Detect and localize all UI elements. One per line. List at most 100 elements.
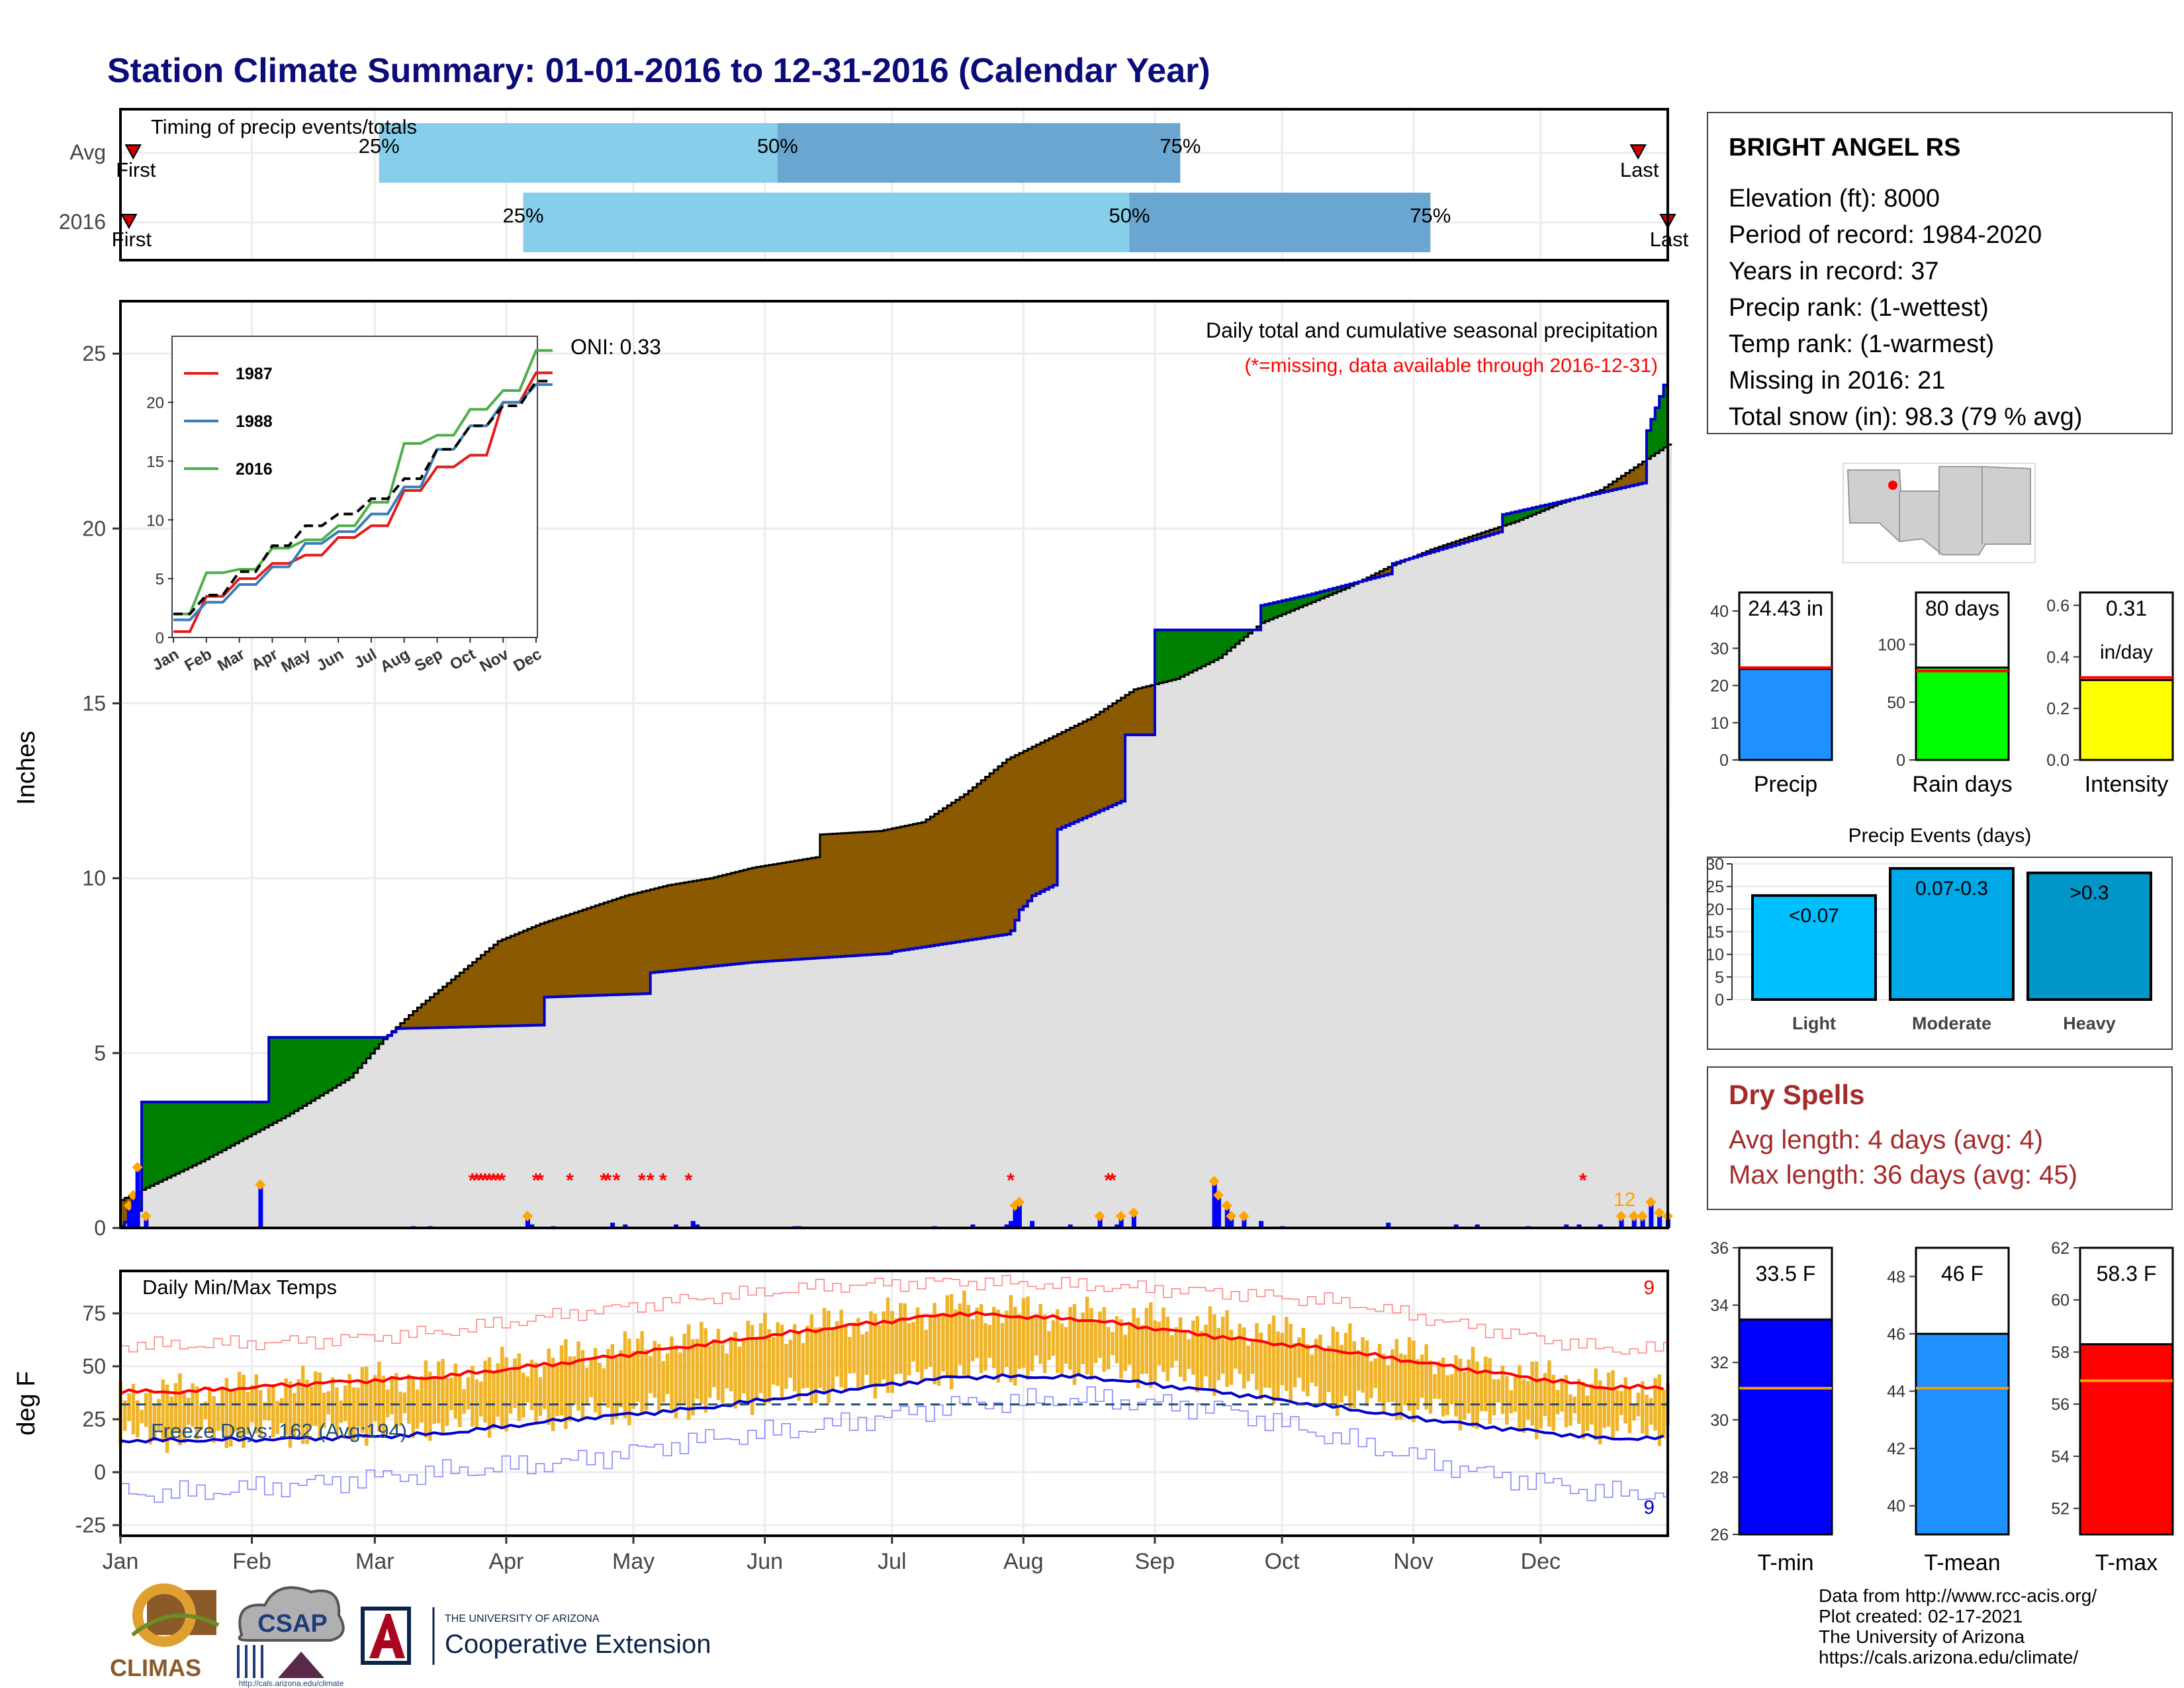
daily-temp-bar — [924, 1329, 929, 1370]
events-bar-value: <0.07 — [1789, 905, 1839, 927]
daily-temp-bar — [178, 1373, 182, 1446]
daily-temp-bar — [649, 1356, 653, 1393]
daily-temp-bar — [1225, 1310, 1229, 1387]
snow-day-marker — [1226, 1211, 1237, 1222]
events-tick-label: 10 — [1706, 946, 1724, 964]
wetter-than-average-area — [142, 373, 1668, 1190]
summary-bar-value: 24.43 in — [1748, 596, 1823, 620]
inset-average-line — [173, 379, 553, 616]
summary-tick-label: 100 — [1878, 636, 1905, 655]
precip-panel: ******** ** * ** * * * * * * ** * 0 5 10 15 20 25 Inches… — [13, 300, 1673, 1240]
daily-temp-bar — [1471, 1346, 1475, 1428]
month-axis: Jan Feb Mar Apr May Jun Jul Aug Sep Oct Nov Dec — [103, 1536, 1561, 1574]
daily-temp-bar — [1394, 1338, 1399, 1420]
daily-temp-bar — [229, 1391, 233, 1447]
temp-summary-tick-label: 62 — [2051, 1239, 2070, 1258]
summary-tick-label: 0.6 — [2046, 596, 2070, 615]
daily-temp-bar — [1128, 1325, 1132, 1365]
daily-temp-bar — [457, 1374, 462, 1427]
daily-temp-bar — [1463, 1372, 1467, 1420]
daily-temp-bar — [402, 1392, 407, 1414]
daily-temp-bar — [729, 1336, 733, 1391]
inset-xtick-label: Aug — [377, 645, 413, 677]
daily-temp-bar — [1102, 1307, 1107, 1372]
daily-temp-bar — [1632, 1403, 1636, 1421]
daily-temp-bar — [496, 1363, 500, 1417]
daily-temp-bar — [691, 1339, 695, 1416]
daily-temp-bar — [1534, 1361, 1539, 1440]
daily-temp-bar — [644, 1349, 649, 1411]
daily-temp-bar — [195, 1386, 199, 1440]
daily-temp-bar — [1064, 1327, 1068, 1364]
station-info-line: Period of record: 1984-2020 — [1729, 221, 2042, 249]
daily-precip-bar — [1229, 1217, 1234, 1228]
daily-temp-bar — [707, 1346, 712, 1398]
daily-temp-bar — [712, 1338, 716, 1387]
month-label: Jul — [878, 1549, 906, 1574]
daily-temp-bar — [1500, 1366, 1505, 1415]
daily-temp-bar — [1530, 1361, 1535, 1426]
daily-temp-bar — [1085, 1296, 1089, 1375]
daily-temp-bar — [1606, 1372, 1611, 1427]
daily-temp-bar — [432, 1378, 437, 1425]
snow-day-marker — [1213, 1190, 1224, 1201]
daily-temp-bar — [216, 1405, 220, 1431]
daily-precip-bar — [126, 1207, 132, 1228]
daily-precip-bar — [1216, 1196, 1222, 1228]
daily-temp-bar — [873, 1313, 878, 1399]
daily-temp-bar — [559, 1345, 564, 1416]
daily-temp-bar — [1208, 1306, 1212, 1388]
credit-line: https://cals.arizona.edu/climate/ — [1819, 1647, 2078, 1667]
station-info-line: Temp rank: (1-warmest) — [1729, 330, 1994, 358]
summary-bar-value: 0.31 — [2106, 596, 2147, 620]
daily-temp-bar — [377, 1362, 381, 1432]
daily-temp-bar — [695, 1338, 700, 1399]
credits: Data from http://www.rcc-acis.org/Plot c… — [1819, 1585, 2097, 1667]
daily-temp-bar — [848, 1336, 852, 1374]
climas-logo-swoosh — [131, 1613, 220, 1637]
inset-xtick-label: Apr — [248, 645, 281, 675]
daily-temp-bar — [1590, 1383, 1594, 1425]
daily-temp-bar — [157, 1399, 161, 1430]
daily-precip-bar — [1598, 1224, 1603, 1228]
summary-tick-label: 0 — [1719, 751, 1729, 770]
daily-temp-bar — [1161, 1307, 1165, 1372]
timing-bar-q50-q75 — [1129, 193, 1431, 252]
daily-temp-bar — [572, 1356, 576, 1405]
daily-temp-bar — [330, 1377, 335, 1426]
daily-temp-bar — [543, 1366, 547, 1409]
snow-day-marker — [1221, 1200, 1232, 1211]
daily-temp-bar — [1005, 1310, 1009, 1368]
missing-day-asterisk: * — [600, 1170, 608, 1192]
daily-temp-bar — [165, 1384, 169, 1453]
events-bar — [2026, 871, 2152, 1001]
daily-precip-bar — [1068, 1224, 1073, 1228]
min-record-count: 9 — [1643, 1497, 1655, 1519]
daily-temp-bar — [564, 1339, 568, 1429]
temp-summary-tick-label: 60 — [2051, 1291, 2070, 1310]
daily-temp-bar — [1026, 1296, 1030, 1380]
daily-temp-bar — [737, 1346, 742, 1405]
daily-temp-bar — [233, 1391, 237, 1432]
daily-temp-bar — [1115, 1316, 1119, 1364]
daily-temp-bar — [598, 1362, 602, 1416]
daily-temp-bar — [725, 1353, 729, 1389]
summary-bar-value-unit: in/day — [2100, 641, 2153, 663]
daily-precip-bar — [1013, 1207, 1018, 1228]
inset-xtick-label: Sep — [412, 645, 446, 675]
events-tick-label: 0 — [1715, 991, 1724, 1009]
timing-q50-label: 50% — [1109, 204, 1150, 227]
daily-temp-bar — [1246, 1345, 1250, 1382]
temp-summary-fill — [2079, 1343, 2174, 1536]
daily-temp-bar — [1297, 1337, 1301, 1378]
temp-summary-label: T-mean — [1924, 1550, 2000, 1575]
daily-temp-bar — [843, 1325, 848, 1390]
daily-temp-bar — [763, 1313, 767, 1406]
inset-legend-label: 1987 — [236, 365, 273, 383]
daily-temp-bar — [360, 1367, 365, 1433]
daily-temp-bar — [394, 1373, 398, 1430]
daily-precip-bar — [1097, 1217, 1103, 1228]
daily-temp-bar — [555, 1364, 559, 1417]
daily-temp-bar — [1306, 1344, 1310, 1397]
daily-temp-bar — [920, 1317, 924, 1382]
